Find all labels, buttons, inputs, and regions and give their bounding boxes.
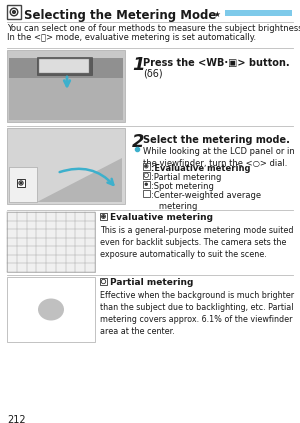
Circle shape bbox=[103, 216, 104, 217]
Ellipse shape bbox=[38, 299, 64, 321]
Bar bbox=[7, 50, 125, 122]
Text: Evaluative metering: Evaluative metering bbox=[110, 213, 213, 222]
Text: 1: 1 bbox=[132, 56, 145, 74]
Text: Press the <WB·▣> button.: Press the <WB·▣> button. bbox=[143, 58, 290, 68]
Text: Select the metering mode.: Select the metering mode. bbox=[143, 135, 290, 145]
Text: Partial metering: Partial metering bbox=[110, 278, 194, 287]
Circle shape bbox=[146, 165, 147, 167]
Text: :Spot metering: :Spot metering bbox=[151, 181, 214, 190]
Text: While looking at the LCD panel or in
the viewfinder, turn the <○> dial.: While looking at the LCD panel or in the… bbox=[143, 147, 295, 168]
Bar bbox=[143, 172, 149, 179]
Text: Selecting the Metering Mode: Selecting the Metering Mode bbox=[24, 8, 216, 22]
Bar bbox=[100, 278, 107, 285]
Circle shape bbox=[13, 11, 15, 14]
Text: ★: ★ bbox=[213, 10, 220, 19]
Text: :Partial metering: :Partial metering bbox=[151, 173, 221, 181]
Circle shape bbox=[145, 183, 147, 185]
Text: This is a general-purpose metering mode suited
even for backlit subjects. The ca: This is a general-purpose metering mode … bbox=[100, 226, 293, 259]
Bar bbox=[9, 58, 123, 120]
Circle shape bbox=[20, 182, 22, 184]
Bar bbox=[37, 57, 92, 75]
Bar bbox=[39, 59, 89, 73]
Bar bbox=[17, 179, 25, 187]
Bar bbox=[9, 58, 123, 78]
Bar bbox=[7, 5, 21, 19]
Text: In the <Ⓒ> mode, evaluative metering is set automatically.: In the <Ⓒ> mode, evaluative metering is … bbox=[7, 33, 256, 42]
Text: 212: 212 bbox=[7, 415, 26, 423]
Bar bbox=[143, 163, 149, 170]
Bar bbox=[9, 167, 37, 202]
Polygon shape bbox=[37, 158, 122, 202]
Bar bbox=[225, 10, 292, 16]
Bar bbox=[7, 128, 125, 204]
Text: :Center-weighted average
   metering: :Center-weighted average metering bbox=[151, 190, 261, 211]
Bar bbox=[143, 181, 149, 187]
Text: 2: 2 bbox=[132, 133, 145, 151]
Text: (δ6): (δ6) bbox=[143, 68, 163, 78]
Text: Effective when the background is much brighter
than the subject due to backlight: Effective when the background is much br… bbox=[100, 291, 294, 336]
Text: :Evaluative metering: :Evaluative metering bbox=[151, 164, 250, 173]
Bar bbox=[7, 212, 95, 272]
Text: You can select one of four methods to measure the subject brightness.: You can select one of four methods to me… bbox=[7, 24, 300, 33]
Bar bbox=[100, 213, 107, 220]
Bar bbox=[7, 277, 95, 342]
Bar bbox=[143, 190, 149, 197]
